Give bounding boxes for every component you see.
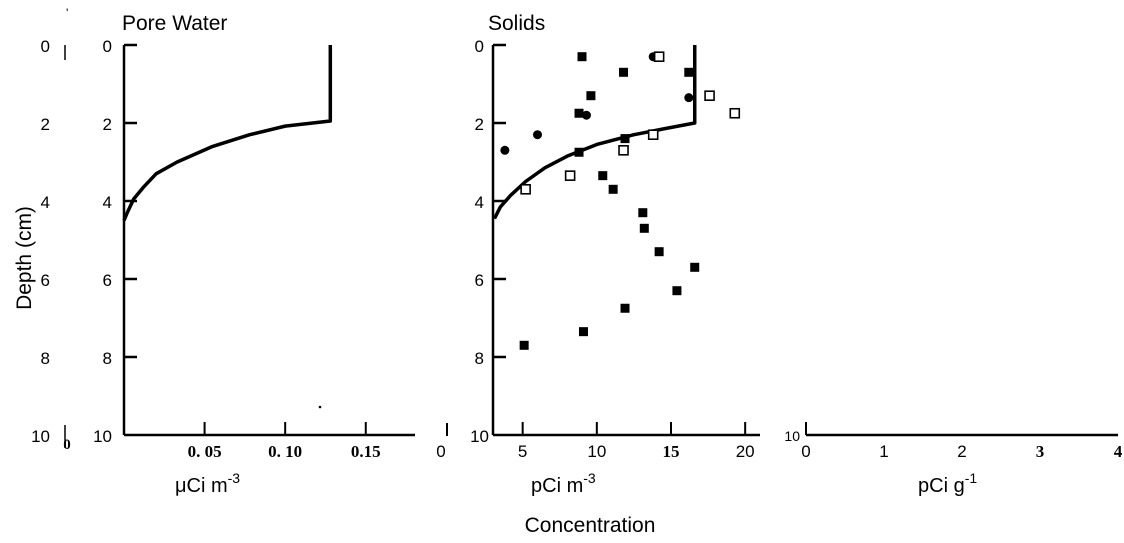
panel1-profile-line (122, 45, 333, 222)
open-square-point (704, 90, 715, 101)
stray-dot (318, 405, 322, 409)
filled-square-point (574, 147, 584, 157)
filled-circle-point (581, 110, 591, 120)
panel1-y-tick-label: 10 (93, 427, 112, 446)
filled-square-point (574, 108, 584, 118)
filled-square-point (608, 184, 618, 194)
panel3-x-tick-label: 3 (1036, 442, 1045, 461)
outer-y-tick-label: 0 (41, 37, 50, 56)
filled-square-point (639, 223, 649, 233)
panel3-x-axis-label: pCi g-1 (918, 470, 977, 497)
open-square-point (653, 51, 665, 63)
panel2-x-axis-label: pCi m-3 (531, 470, 596, 497)
open-square-point (564, 170, 576, 181)
panel2-x-tick-label: 10 (587, 442, 606, 461)
y-axis-label: Depth (cm) (13, 206, 36, 310)
panel1-x-axis-label: μCi m-3 (175, 470, 240, 497)
panel3-x-tick-label: 0 (801, 442, 810, 461)
outer-y-tick-label: 4 (41, 193, 50, 212)
filled-square-point (619, 67, 629, 77)
panel2-y-tick-label: 8 (475, 349, 484, 368)
panel2-y-tick-label: 0 (475, 37, 484, 56)
panel2-title: Solids (488, 12, 545, 35)
stray-mark: ' (66, 6, 68, 20)
panel2-x-tick-label: 5 (518, 442, 527, 461)
filled-square-point (690, 262, 700, 272)
panel1-y-tick-label: 2 (103, 115, 112, 134)
filled-circle-point (500, 145, 510, 155)
panel3-x-tick-label: 2 (957, 442, 966, 461)
outer-y-tick-label: 8 (41, 349, 50, 368)
filled-square-point (638, 208, 648, 218)
filled-square-point (577, 52, 587, 62)
panel1-x-tick-label: 0.15 (351, 442, 381, 461)
panel1-y-tick-label: 8 (103, 349, 112, 368)
filled-square-point (578, 327, 588, 337)
panel1-origin-zero: 0 (63, 437, 71, 453)
filled-circle-point (684, 93, 694, 103)
filled-square-point (586, 91, 596, 101)
filled-square-point (598, 171, 608, 181)
open-square-point (618, 145, 629, 156)
panel1-x-tick-label: 0. 05 (188, 442, 222, 461)
outer-y-tick-label: 10 (31, 427, 50, 446)
filled-square-point (620, 134, 630, 144)
open-square-point (647, 129, 659, 140)
filled-circle-point (533, 130, 542, 140)
panel1-y-tick-label: 0 (103, 37, 112, 56)
panel3-x-tick-label: 1 (879, 442, 888, 461)
panel2-y-tick-label: 2 (475, 115, 484, 134)
open-square-point (729, 107, 741, 119)
filled-square-point (684, 67, 694, 77)
shared-x-axis-label: Concentration (525, 514, 656, 537)
panel2-model-line (492, 45, 697, 220)
panel2-x-tick-label: 20 (736, 442, 755, 461)
outer-y-tick-label: 2 (41, 115, 50, 134)
outer-y-tick-label: 6 (41, 271, 50, 290)
filled-square-point (519, 340, 529, 350)
panel2-origin-zero: 0 (436, 442, 445, 461)
panel2-y-tick-label: 6 (475, 271, 484, 290)
filled-square-point (672, 286, 682, 296)
filled-square-point (620, 303, 630, 313)
panel1-title: Pore Water (122, 12, 227, 35)
panel2-y-tick-label: 10 (470, 427, 489, 446)
filled-square-point (654, 247, 664, 257)
panel1-y-tick-label: 6 (103, 271, 112, 290)
open-square-point (520, 184, 531, 195)
panel3-y-tick-label: 10 (784, 428, 800, 444)
panel1-y-tick-label: 4 (103, 193, 112, 212)
panel2-x-tick-label: 15 (663, 442, 680, 461)
panel2-y-tick-label: 4 (475, 193, 484, 212)
panel3-x-tick-label: 4 (1114, 442, 1123, 461)
panel1-x-tick-label: 0. 10 (268, 442, 302, 461)
